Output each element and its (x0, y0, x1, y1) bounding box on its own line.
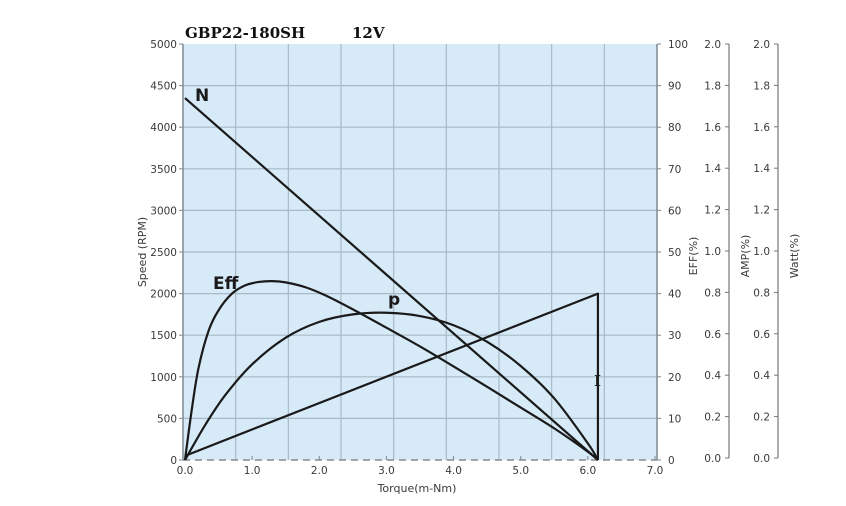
watt-axis-title: Watt(%) (788, 234, 801, 279)
eff-axis-title: EFF(%) (687, 237, 700, 276)
x-tick-label: 1.0 (244, 465, 261, 477)
watt-tick-label: 0.8 (753, 287, 770, 299)
x-tick-label: 0.0 (177, 465, 194, 477)
y-tick-label: 3000 (150, 205, 177, 217)
amp-tick-label: 0.2 (704, 412, 721, 424)
eff-tick-label: 50 (668, 247, 681, 259)
chart-title: GBP22-180SH (185, 24, 305, 42)
label-p: p (388, 290, 400, 310)
watt-tick-label: 0.0 (753, 453, 770, 465)
watt-tick-label: 1.0 (753, 246, 770, 258)
amp-axis-title: AMP(%) (739, 235, 752, 278)
y-tick-label: 500 (157, 413, 177, 425)
amp-tick-label: 0.6 (704, 329, 721, 341)
eff-tick-label: 90 (668, 81, 681, 93)
curve-p (184, 311, 599, 461)
y-tick-label: 3500 (150, 164, 177, 176)
watt-tick-label: 1.2 (753, 205, 770, 217)
amp-tick-label: 2.0 (704, 39, 721, 51)
watt-tick-label: 0.2 (753, 412, 770, 424)
watt-tick-label: 1.4 (753, 163, 770, 175)
eff-tick-label: 80 (668, 122, 681, 134)
eff-tick-label: 10 (668, 413, 681, 425)
eff-tick-label: 0 (668, 455, 675, 467)
x-tick-label: 5.0 (512, 465, 529, 477)
curve-eff (183, 280, 599, 461)
label-n: N (195, 86, 209, 106)
y-tick-label: 1000 (150, 372, 177, 384)
watt-tick-label: 0.4 (753, 370, 770, 382)
y-tick-label: 0 (170, 455, 177, 467)
x-axis-title: Torque(m-Nm) (377, 482, 457, 495)
watt-tick-label: 1.8 (753, 80, 770, 92)
grid-lines (183, 44, 657, 460)
y-tick-label: 5000 (150, 39, 177, 51)
x-tick-label: 2.0 (311, 465, 328, 477)
curve-labels: N Eff p I (195, 86, 601, 390)
y-tick-label: 2500 (150, 247, 177, 259)
y-tick-label: 1500 (150, 330, 177, 342)
curve-n (184, 97, 599, 461)
x-tick-label: 7.0 (647, 465, 664, 477)
watt-tick-label: 0.6 (753, 329, 770, 341)
chart-subtitle-voltage: 12V (352, 24, 385, 42)
curves (183, 97, 600, 461)
amp-tick-label: 0.4 (704, 370, 721, 382)
y-tick-label: 4000 (150, 122, 177, 134)
axes: 0500100015002000250030003500400045005000… (150, 39, 779, 477)
y-tick-label: 2000 (150, 289, 177, 301)
eff-tick-label: 40 (668, 289, 681, 301)
eff-tick-label: 20 (668, 372, 681, 384)
label-eff: Eff (213, 274, 239, 294)
amp-tick-label: 1.0 (704, 246, 721, 258)
y-tick-label: 4500 (150, 81, 177, 93)
watt-tick-label: 1.6 (753, 122, 770, 134)
eff-tick-label: 70 (668, 164, 681, 176)
eff-tick-label: 60 (668, 205, 681, 217)
eff-tick-label: 30 (668, 330, 681, 342)
curve-i (184, 292, 600, 460)
y-axis-title: Speed (RPM) (136, 217, 149, 287)
eff-tick-label: 100 (668, 39, 688, 51)
amp-tick-label: 1.6 (704, 122, 721, 134)
label-i: I (594, 372, 601, 390)
amp-tick-label: 1.8 (704, 80, 721, 92)
x-tick-label: 4.0 (445, 465, 462, 477)
amp-tick-label: 1.2 (704, 205, 721, 217)
amp-tick-label: 0.0 (704, 453, 721, 465)
x-tick-label: 6.0 (580, 465, 597, 477)
watt-tick-label: 2.0 (753, 39, 770, 51)
amp-tick-label: 1.4 (704, 163, 721, 175)
amp-tick-label: 0.8 (704, 287, 721, 299)
x-tick-label: 3.0 (378, 465, 395, 477)
